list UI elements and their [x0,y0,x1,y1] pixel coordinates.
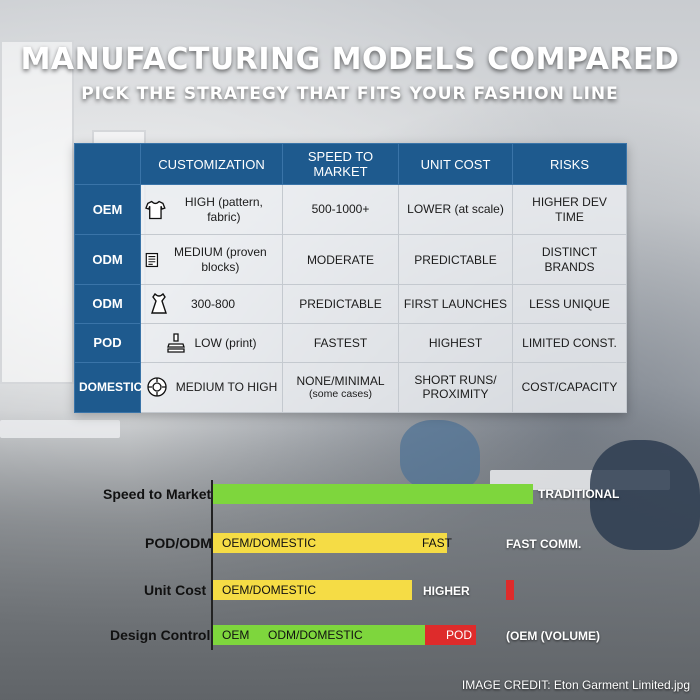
header-cell: UNIT COST [398,143,513,185]
bar-label-pododm: POD/ODM [145,535,212,551]
bar-design-red [425,625,476,645]
table-cell: MODERATE [282,234,399,286]
table-row: POD LOW (print) FASTEST HIGHEST LIMITED … [74,323,627,363]
bar-design-green [213,625,447,645]
bar-label-unitcost: Unit Cost [144,582,207,598]
table-cell: FASTEST [282,323,399,363]
document-icon [145,252,159,267]
bar-side-speed: TRADITIONAL [538,487,620,501]
bar-side-pododm: FAST COMM. [506,537,582,551]
page-title: MANUFACTURING MODELS COMPARED [20,42,680,77]
row-model: OEM [74,183,141,236]
table-cell: NONE/MINIMAL (some cases) [282,361,399,414]
header-cell: CUSTOMIZATION [140,143,283,185]
bar-text-design-2: ODM/DOMESTIC [268,628,363,642]
table-cell: FIRST LAUNCHES [398,284,513,325]
row-model: DOMESTIC [74,361,142,414]
bar-label-design: Design Control [110,627,211,643]
header-cell [74,143,141,185]
table-cell: COST/CAPACITY [512,361,627,414]
header-cell: SPEED TO MARKET [282,143,399,185]
table-row: DOMESTIC MEDIUM TO HIGH NONE/MINIMAL (so… [74,361,627,414]
table-cell: 300-800 [140,284,283,325]
fabric-pile [400,420,480,490]
table-cell: LOWER (at scale) [398,183,513,236]
bar-side-unitcost: HIGHER [423,584,470,598]
header-cell: RISKS [512,143,627,185]
table-cell: PREDICTABLE [398,234,513,286]
table-cell: DISTINCT BRANDS [512,234,627,286]
bar-text-pododm-2: FAST [422,536,453,550]
bar-label-speed: Speed to Market [103,486,212,502]
tshirt-icon [145,200,166,219]
factory-floor [0,410,700,700]
bar-text-design-3: POD [446,628,473,642]
bar-speed-green [213,484,533,504]
page-subtitle: PICK THE STRATEGY THAT FITS YOUR FASHION… [81,84,619,104]
table-cell: LESS UNIQUE [512,284,627,325]
table-cell: 500-1000+ [282,183,399,236]
table-row: ODM MEDIUM (proven blocks) MODERATE PRED… [74,234,627,286]
print-stack-icon [167,333,186,353]
work-table [0,420,120,438]
location-icon [147,377,167,398]
table-cell: SHORT RUNS/ PROXIMITY [398,361,513,414]
row-model: ODM [74,284,141,325]
table-row: ODM 300-800 PREDICTABLE FIRST LAUNCHES L… [74,284,627,325]
table-cell: MEDIUM TO HIGH [140,361,283,414]
row-model: ODM [74,234,141,286]
comparison-table: CUSTOMIZATION SPEED TO MARKET UNIT COST … [74,143,627,414]
table-cell: MEDIUM (proven blocks) [140,234,283,286]
factory-window [0,40,74,384]
table-row: OEM HIGH (pattern, fabric) 500-1000+ LOW… [74,183,627,236]
bar-unitcost-red [506,580,514,600]
image-credit: IMAGE CREDIT: Eton Garment Limited.jpg [461,678,690,692]
table-cell: HIGHER DEV TIME [512,183,627,236]
bar-text-design-1: OEM [222,628,250,642]
bar-text-pododm-1: OEM/DOMESTIC [222,536,317,550]
table-cell: PREDICTABLE [282,284,399,325]
bars-axis [211,480,213,650]
dress-icon [151,293,167,314]
row-model: POD [74,323,141,363]
table-cell: LOW (print) [140,323,283,363]
table-cell: LIMITED CONST. [512,323,627,363]
table-cell: HIGH (pattern, fabric) [140,183,283,236]
bar-unitcost-yellow [213,580,412,600]
table-cell: HIGHEST [398,323,513,363]
bar-text-unitcost-1: OEM/DOMESTIC [222,583,317,597]
bar-side-design: (OEM (VOLUME) [506,629,600,643]
fabric-pile [590,440,700,550]
table-header-row: CUSTOMIZATION SPEED TO MARKET UNIT COST … [74,143,627,185]
bar-pododm-yellow [213,533,447,553]
